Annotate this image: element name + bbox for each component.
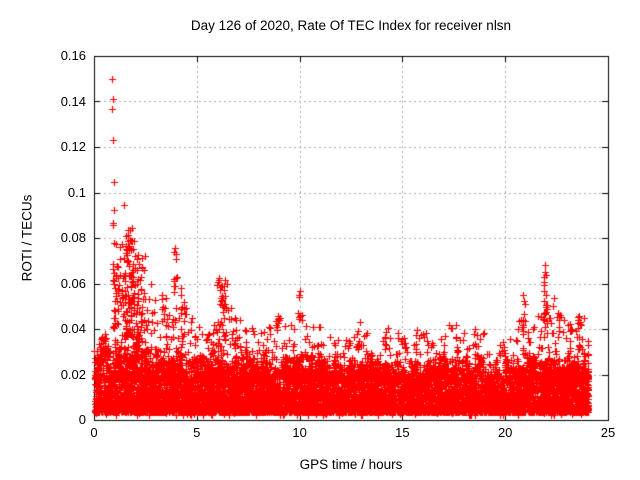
x-tick-label: 5: [193, 425, 201, 440]
y-tick-label: 0.1: [67, 184, 86, 200]
y-tick-label: 0.16: [60, 48, 86, 63]
x-tick-label: 20: [497, 425, 513, 440]
y-tick-label: 0.12: [60, 139, 86, 154]
x-tick-label: 15: [395, 425, 410, 440]
y-tick-label: 0.04: [60, 321, 86, 336]
y-tick-label: 0: [78, 412, 86, 427]
x-axis-label: GPS time / hours: [299, 457, 403, 472]
y-tick-label: 0.02: [60, 366, 86, 382]
chart-title: Day 126 of 2020, Rate Of TEC Index for r…: [190, 18, 512, 33]
y-tick-label: 0.14: [60, 93, 86, 109]
y-tick-label: 0.06: [60, 275, 86, 291]
y-tick-label: 0.08: [60, 230, 86, 245]
x-tick-label: 0: [90, 425, 98, 440]
x-tick-label: 25: [600, 425, 616, 440]
x-tick-label: 10: [292, 425, 307, 440]
